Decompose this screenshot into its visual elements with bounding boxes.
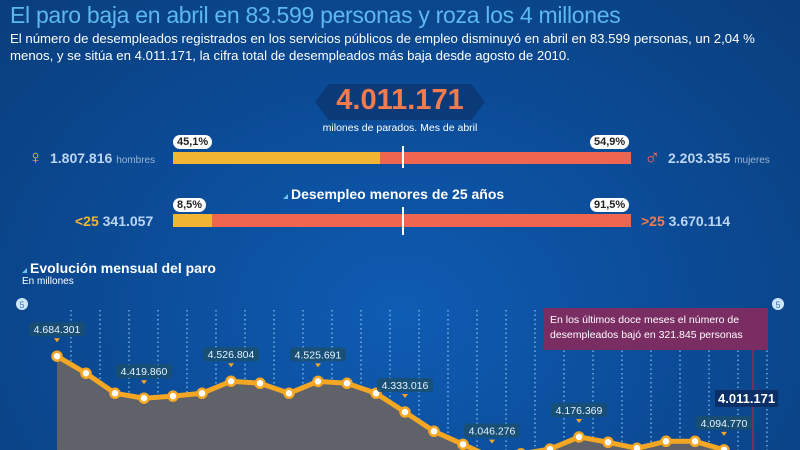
bar-midline xyxy=(402,207,404,235)
gender-right-value: 2.203.355 xyxy=(668,150,731,166)
data-point xyxy=(109,387,121,400)
data-label-pointer xyxy=(576,418,582,423)
data-label: 4.419.860 xyxy=(121,366,168,378)
data-point xyxy=(602,436,614,449)
data-point xyxy=(428,425,440,438)
data-point xyxy=(718,444,730,450)
chart-subtitle: En millones xyxy=(22,276,74,287)
data-point xyxy=(138,392,150,404)
total-badge xyxy=(315,84,485,120)
youth-right-tag: >25 xyxy=(641,213,665,229)
ytick-circle xyxy=(772,298,784,310)
last-value-label: 4.011.171 xyxy=(715,390,779,407)
ytick-label: 5 xyxy=(19,300,24,310)
data-label-bg xyxy=(696,415,752,430)
data-label-pointer xyxy=(315,363,321,368)
data-point xyxy=(283,387,295,400)
data-label: 4.333.016 xyxy=(382,380,429,392)
data-point xyxy=(51,350,63,362)
lead-paragraph: El número de desempleados registrados en… xyxy=(10,31,755,63)
male-symbol-icon: ♂ xyxy=(644,145,661,170)
data-label: 4.094.770 xyxy=(701,418,748,430)
youth-left-tag: <25 xyxy=(75,213,99,229)
data-point xyxy=(631,442,643,450)
data-label: 4.526.804 xyxy=(208,349,255,361)
data-point xyxy=(196,387,208,400)
gender-right-label: mujeres xyxy=(734,155,770,166)
gender-left-pct: 45,1% xyxy=(173,135,213,149)
data-label-pointer xyxy=(141,380,147,385)
data-point xyxy=(573,431,585,443)
data-point xyxy=(167,390,179,402)
data-label-bg xyxy=(551,402,607,417)
data-label: 4.684.301 xyxy=(34,324,81,336)
data-point xyxy=(660,435,672,448)
triangle-icon xyxy=(22,268,27,273)
data-label-pointer xyxy=(489,439,495,444)
data-label-pointer xyxy=(228,363,234,368)
youth-right-value: 3.670.114 xyxy=(668,213,731,229)
gender-bar-fill xyxy=(173,152,380,164)
data-label-bg xyxy=(464,423,520,438)
youth-left-pct: 8,5% xyxy=(173,198,207,212)
data-point xyxy=(341,377,353,390)
data-label: 4.046.276 xyxy=(469,426,516,438)
data-point xyxy=(399,406,411,418)
total-caption: milones de parados. Mes de abril xyxy=(322,122,478,134)
ytick-circle xyxy=(16,298,28,310)
chart-annotation: En los últimos doce meses el número de d… xyxy=(543,308,768,350)
total-value: 4.011.171 xyxy=(336,84,464,116)
triangle-icon xyxy=(283,194,288,199)
data-point xyxy=(457,438,469,450)
data-label-bg xyxy=(116,364,172,379)
data-label-pointer xyxy=(721,431,727,436)
data-point xyxy=(80,367,92,380)
data-label-bg xyxy=(29,322,85,337)
data-point xyxy=(689,435,701,448)
data-point xyxy=(312,375,324,388)
youth-left-value: 341.057 xyxy=(102,213,154,229)
data-point xyxy=(544,443,556,450)
data-point xyxy=(254,377,266,390)
data-label-bg xyxy=(377,378,433,393)
data-label-pointer xyxy=(402,394,408,399)
data-point xyxy=(225,375,237,387)
data-label-bg xyxy=(203,347,259,362)
data-label: 4.525.691 xyxy=(295,349,342,361)
youth-title: Desempleo menores de 25 años xyxy=(283,186,504,202)
ytick-label: 5 xyxy=(775,300,780,310)
data-label-pointer xyxy=(54,338,60,343)
bar-midline xyxy=(402,146,404,168)
youth-right-pct: 91,5% xyxy=(590,198,630,212)
gender-left-label: hombres xyxy=(116,155,156,166)
female-symbol-icon: ♀ xyxy=(28,147,43,169)
youth-bar-fill xyxy=(173,214,212,227)
data-label-bg xyxy=(290,347,346,362)
gender-left-value: 1.807.816 xyxy=(50,150,113,166)
data-label: 4.176.369 xyxy=(556,405,603,417)
page-title: El paro baja en abril en 83.599 personas… xyxy=(10,2,621,28)
chart-title: Evolución mensual del paro xyxy=(22,260,216,276)
gender-right-pct: 54,9% xyxy=(590,135,630,149)
